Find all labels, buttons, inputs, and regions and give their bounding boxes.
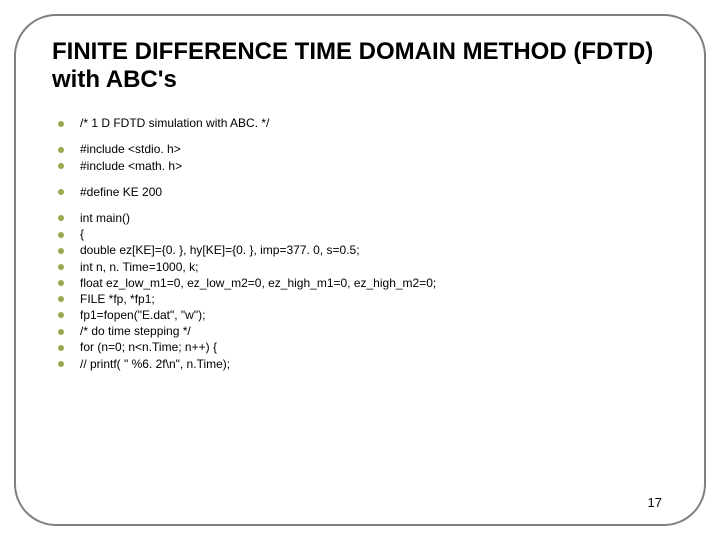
bullet-item: #define KE 200 — [52, 184, 668, 200]
group-spacer — [52, 131, 668, 141]
bullet-item: for (n=0; n<n.Time; n++) { — [52, 339, 668, 355]
bullet-item: double ez[KE]={0. }, hy[KE]={0. }, imp=3… — [52, 242, 668, 258]
bullet-item: // printf( " %6. 2f\n", n.Time); — [52, 356, 668, 372]
bullet-item: /* do time stepping */ — [52, 323, 668, 339]
bullet-item: /* 1 D FDTD simulation with ABC. */ — [52, 115, 668, 131]
bullet-item: FILE *fp, *fp1; — [52, 291, 668, 307]
bullet-item: fp1=fopen("E.dat", "w"); — [52, 307, 668, 323]
slide-content: FINITE DIFFERENCE TIME DOMAIN METHOD (FD… — [52, 38, 668, 502]
bullet-item: int n, n. Time=1000, k; — [52, 259, 668, 275]
bullet-item: #include <stdio. h> — [52, 141, 668, 157]
group-spacer — [52, 174, 668, 184]
bullet-item: #include <math. h> — [52, 158, 668, 174]
page-number: 17 — [648, 495, 662, 510]
bullet-item: { — [52, 226, 668, 242]
bullet-item: int main() — [52, 210, 668, 226]
bullet-list: /* 1 D FDTD simulation with ABC. */ #incl… — [52, 115, 668, 372]
group-spacer — [52, 200, 668, 210]
bullet-item: float ez_low_m1=0, ez_low_m2=0, ez_high_… — [52, 275, 668, 291]
slide-title: FINITE DIFFERENCE TIME DOMAIN METHOD (FD… — [52, 38, 668, 93]
